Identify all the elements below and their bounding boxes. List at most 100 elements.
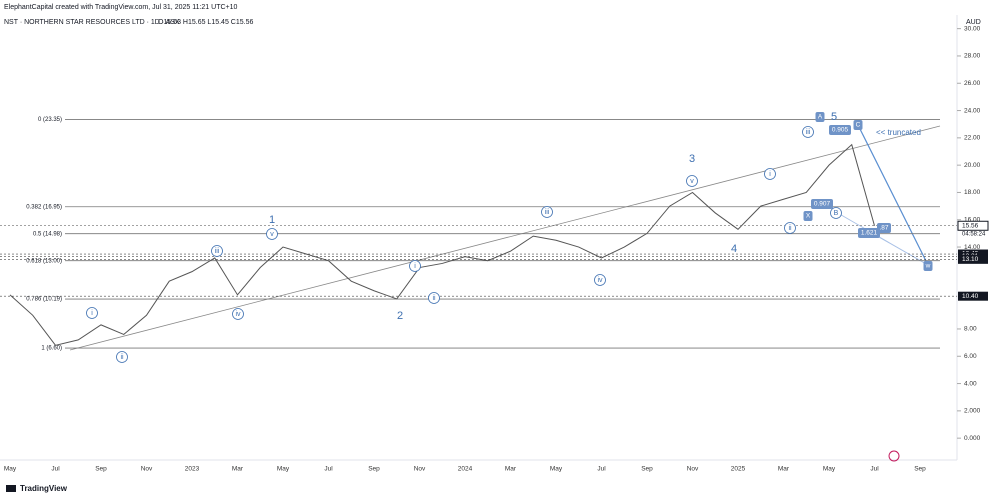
x-tick-label: Nov <box>141 466 153 473</box>
wave-box <box>803 211 813 221</box>
wave-box <box>877 223 891 233</box>
fib-label: 0 (23.35) <box>38 117 62 123</box>
wave-circle <box>802 126 814 138</box>
wave-circle <box>86 307 98 319</box>
x-tick-label: Jul <box>51 466 60 473</box>
x-tick-label: Sep <box>641 466 653 473</box>
credit: ElephantCapital created with TradingView… <box>4 4 238 11</box>
y-tick-label: 30.00 <box>964 25 981 32</box>
y-tick-label: 16.00 <box>964 216 981 223</box>
projection-line <box>869 231 929 266</box>
x-tick-label: 2025 <box>731 466 746 473</box>
wave-label: 3 <box>689 153 695 165</box>
x-tick-label: May <box>550 466 563 473</box>
currency: AUD <box>966 19 981 26</box>
wave-circle <box>409 260 421 272</box>
price-tag-label: 10.40 <box>962 293 979 300</box>
x-tick-label: Jul <box>870 466 879 473</box>
wave-box-label: 0.905 <box>832 127 849 134</box>
wave-circle-label: ii <box>120 354 124 361</box>
wave-box <box>853 120 863 130</box>
price-tag-label: 13.10 <box>962 256 979 263</box>
y-tick-label: 0.000 <box>964 435 981 442</box>
x-tick-label: Mar <box>778 466 790 473</box>
x-tick-label: Jul <box>324 466 333 473</box>
note: << truncated <box>876 128 921 137</box>
ohlc: O15.63 H15.65 L15.45 C15.56 <box>158 19 253 26</box>
wave-box <box>811 199 833 209</box>
wave-circle-label: iii <box>215 248 220 255</box>
y-tick-label: 6.00 <box>964 353 977 360</box>
wave-circle <box>764 168 776 180</box>
price-line <box>9 143 875 346</box>
projection-line <box>857 124 929 266</box>
wave-circle <box>686 175 698 187</box>
price-tag <box>957 220 989 231</box>
wave-circle-label: v <box>270 231 274 238</box>
symbol-title: NST · NORTHERN STAR RESOURCES LTD · 1D ·… <box>4 19 180 26</box>
y-tick-label: 22.00 <box>964 135 981 142</box>
wave-circle <box>594 274 606 286</box>
y-tick-label: 28.00 <box>964 53 981 60</box>
wave-circle-label: i <box>91 310 93 317</box>
logo: TradingView <box>20 484 68 493</box>
y-tick-label: 2.000 <box>964 408 981 415</box>
wave-circle <box>830 207 842 219</box>
wave-circle <box>428 292 440 304</box>
wave-box-label: X <box>806 213 811 220</box>
x-tick-label: Sep <box>914 466 926 473</box>
wave-box-label: A <box>818 114 823 121</box>
y-tick-label: 24.00 <box>964 107 981 114</box>
x-tick-label: Sep <box>95 466 107 473</box>
wave-box <box>815 112 825 122</box>
fib-label: 0.382 (16.95) <box>26 204 62 210</box>
y-tick-label: 26.00 <box>964 80 981 87</box>
wave-box-label: 0.907 <box>814 201 831 208</box>
trend-line <box>69 125 941 351</box>
logo-icon <box>6 485 16 492</box>
fib-label: 1 (6.60) <box>41 346 62 352</box>
price-tag-label: 15.56 <box>962 222 979 229</box>
wave-circle-label: iv <box>597 277 603 284</box>
wave-circle <box>784 222 796 234</box>
y-tick-label: 14.00 <box>964 244 981 251</box>
countdown: 04:58:24 <box>962 231 986 237</box>
wave-circle-label: ii <box>788 225 792 232</box>
indicator-icon <box>888 450 900 462</box>
wave-label: 4 <box>731 243 737 255</box>
wave-label: 1 <box>269 214 275 226</box>
x-tick-label: Mar <box>505 466 517 473</box>
x-tick-label: May <box>823 466 836 473</box>
wave-circle <box>541 206 553 218</box>
wave-circle-label: ii <box>432 295 436 302</box>
y-tick-label: 4.00 <box>964 380 977 387</box>
wave-circle-label: iv <box>235 311 241 318</box>
x-tick-label: Nov <box>687 466 699 473</box>
fib-label: 0.5 (14.98) <box>33 231 62 237</box>
wave-circle-label: v <box>690 178 694 185</box>
wave-box-label: C <box>856 122 861 129</box>
wave-circle <box>232 308 244 320</box>
wave-box-label: .87 <box>879 225 888 232</box>
x-tick-label: Mar <box>232 466 244 473</box>
price-tag <box>958 254 988 264</box>
wave-box <box>858 228 880 238</box>
wave-box <box>829 125 851 135</box>
wave-circle-label: iii <box>545 209 550 216</box>
y-tick-label: 18.00 <box>964 189 981 196</box>
wave-circle <box>211 245 223 257</box>
wave-box-label: w <box>925 263 931 270</box>
wave-label: 2 <box>397 310 403 322</box>
wave-box-label: 1.621 <box>861 230 878 237</box>
x-tick-label: Jul <box>597 466 606 473</box>
x-tick-label: May <box>4 466 17 473</box>
wave-circle <box>266 228 278 240</box>
wave-circle-label: iii <box>806 129 811 136</box>
wave-circle-label: B <box>834 210 839 217</box>
y-tick-label: 8.00 <box>964 326 977 333</box>
wave-circle <box>116 351 128 363</box>
wave-circle-label: i <box>414 263 416 270</box>
wave-circle-label: i <box>769 171 771 178</box>
